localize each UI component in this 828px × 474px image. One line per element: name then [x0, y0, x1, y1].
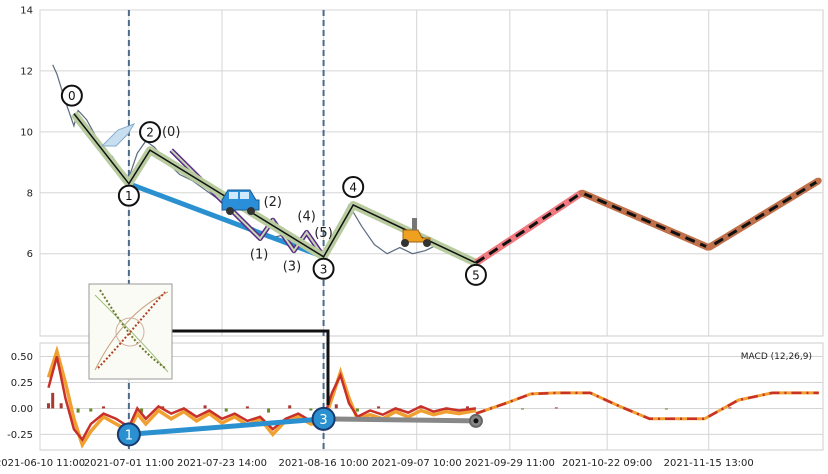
- sub-wave-label: (0): [162, 125, 180, 140]
- wave-label: 3: [320, 262, 328, 276]
- histogram-bar: [59, 403, 63, 409]
- histogram-bar: [728, 407, 732, 409]
- price-y-tick-label: 12: [20, 66, 33, 77]
- macd-trend-label: 3: [319, 413, 327, 428]
- macd-trend-endpoint-dot: [473, 418, 479, 424]
- histogram-bar: [46, 403, 50, 409]
- forecast-line: [475, 179, 820, 265]
- sub-wave-label: (3): [283, 260, 301, 275]
- wave-label: 5: [472, 268, 480, 282]
- macd-trend-projection: [323, 416, 476, 424]
- sub-wave-label: (4): [297, 209, 315, 224]
- sub-wave-label: (2): [264, 195, 282, 210]
- vertical-markers-macd: [127, 343, 325, 450]
- macd-line: [47, 356, 477, 442]
- macd-trend-line: [128, 416, 324, 437]
- wave-label-circle: [342, 175, 365, 198]
- macd-y-tick-label: -0.25: [7, 430, 33, 441]
- wave-label-circle: [139, 121, 162, 144]
- x-tick-label: 2021-10-22 09:00: [562, 458, 652, 469]
- car-icon: [221, 189, 260, 215]
- scatter-thumbnail-icon: [88, 283, 173, 380]
- forecast-macd-line: [475, 391, 819, 421]
- x-tick-label: 2021-09-29 11:00: [465, 458, 555, 469]
- price-y-ticks: 6 8 10 12 14: [20, 6, 33, 261]
- forecast-point: [705, 244, 712, 251]
- wave-label: 0: [68, 89, 76, 103]
- x-tick-label: 2021-06-10 11:00: [0, 458, 85, 469]
- price-y-tick-label: 8: [27, 188, 33, 199]
- histogram-bar: [203, 405, 207, 409]
- airplane-icon: [100, 123, 136, 147]
- wave-label-circle: [60, 84, 83, 107]
- x-tick-label: 2021-07-23 14:00: [177, 458, 267, 469]
- histogram-bar: [520, 408, 524, 410]
- thumbnail-connector: [172, 329, 330, 405]
- price-y-tick-label: 14: [20, 6, 33, 17]
- histogram-bar: [334, 404, 338, 409]
- macd-legend: MACD (12,26,9): [741, 352, 812, 362]
- macd-trend-marker: [116, 422, 141, 447]
- histogram-bar: [554, 407, 558, 409]
- forecast-point: [815, 177, 822, 184]
- macd-lines: 13: [46, 345, 819, 449]
- vertical-markers-price: [127, 10, 325, 336]
- wave-label-circle: [464, 263, 487, 286]
- histogram-bar: [288, 405, 292, 409]
- price-y-tick-label: 10: [20, 127, 33, 138]
- wave-label-circle: [312, 257, 335, 280]
- price-panel-frame: [39, 9, 824, 337]
- price-y-tick-label: 6: [27, 249, 33, 260]
- histogram-bar: [465, 406, 469, 409]
- scooter-icon: [401, 218, 431, 247]
- macd-trend-marker: [311, 406, 336, 431]
- histogram-bar: [309, 408, 313, 411]
- macd-y-tick-label: 0.50: [11, 352, 33, 363]
- wave-label: 2: [146, 126, 154, 140]
- histogram-bar: [664, 408, 668, 410]
- histogram-bar: [89, 408, 93, 412]
- histogram-bar: [224, 408, 228, 412]
- histogram-bar: [140, 408, 144, 413]
- macd-trend-label: 1: [125, 428, 133, 443]
- histogram-bar: [76, 408, 80, 413]
- histogram-bar: [267, 408, 271, 413]
- wave-label: 1: [125, 189, 133, 203]
- histogram-bar: [377, 406, 381, 409]
- x-tick-label: 2021-08-16 10:00: [279, 458, 369, 469]
- histogram-bar: [245, 406, 249, 409]
- sub-wave-label: (1): [250, 248, 268, 263]
- forecast-point: [578, 189, 585, 196]
- sub-wave-label: (5): [314, 226, 332, 241]
- wave-label: 4: [349, 180, 357, 194]
- x-tick-label: 2021-11-15 13:00: [664, 458, 754, 469]
- wave-label-circle: [117, 184, 140, 207]
- histogram-bar: [101, 406, 105, 409]
- histogram-bar: [355, 408, 359, 412]
- macd-y-tick-label: 0.00: [11, 404, 33, 415]
- histogram-bar: [51, 392, 55, 409]
- macd-y-tick-label: 0.25: [11, 378, 33, 389]
- x-tick-label: 2021-07-01 11:00: [84, 458, 174, 469]
- macd-y-ticks: -0.25 0.00 0.25 0.50: [7, 352, 33, 441]
- x-tick-label: 2021-09-07 10:00: [372, 458, 462, 469]
